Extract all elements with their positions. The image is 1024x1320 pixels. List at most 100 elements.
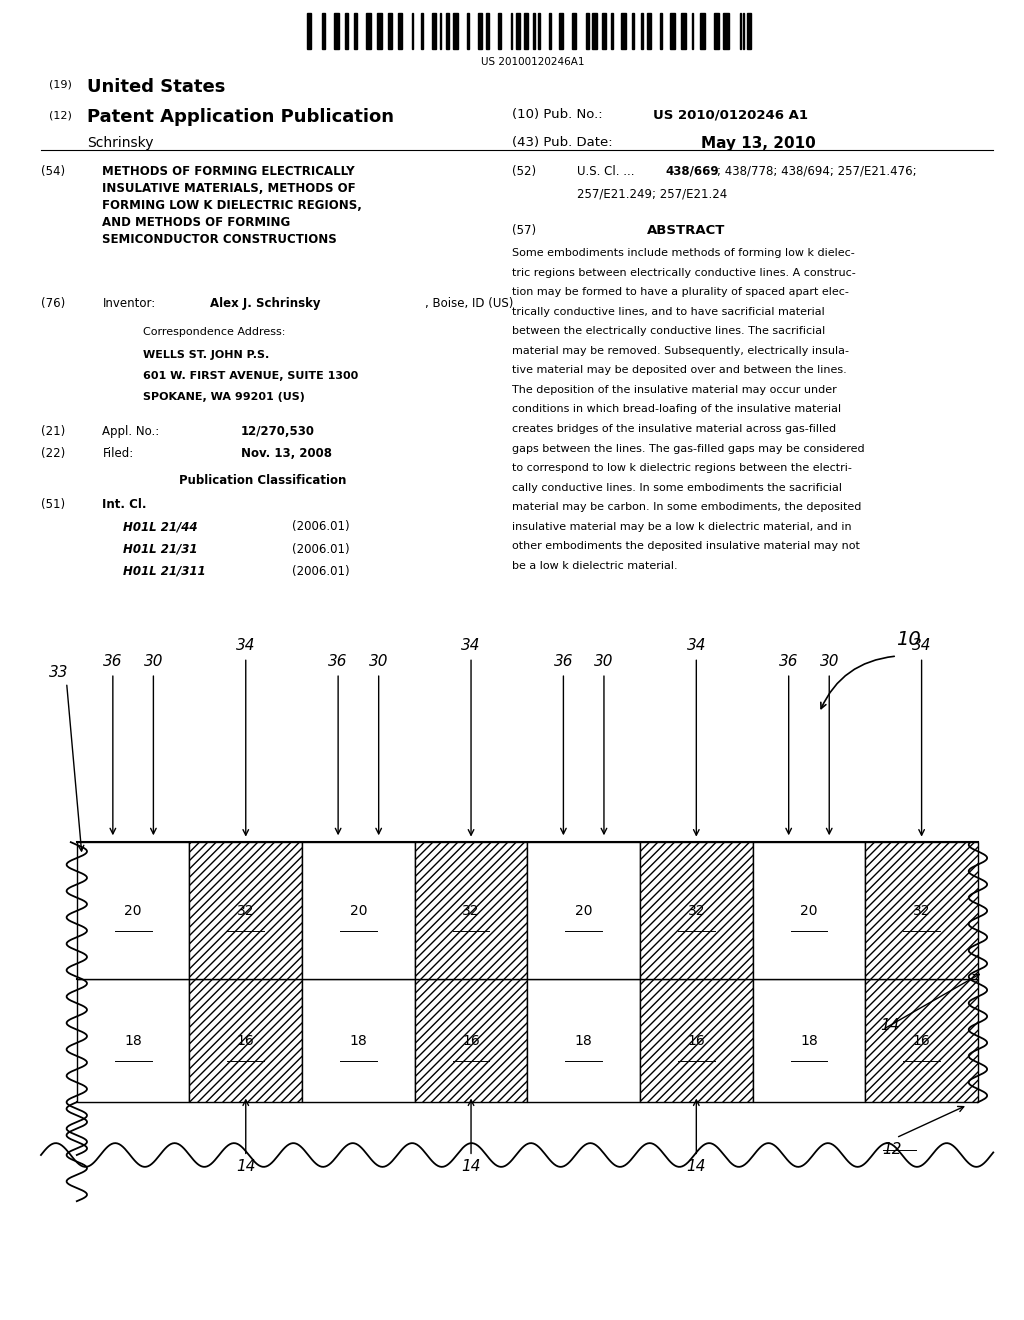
Text: 20: 20: [124, 904, 142, 917]
Text: be a low k dielectric material.: be a low k dielectric material.: [512, 561, 678, 570]
Text: 34: 34: [461, 639, 481, 653]
Bar: [681, 13, 686, 49]
Text: (19): (19): [49, 79, 72, 90]
Text: 20: 20: [349, 904, 368, 917]
Bar: [571, 13, 575, 49]
Text: 32: 32: [912, 904, 931, 917]
Text: 16: 16: [687, 1034, 706, 1048]
Text: 18: 18: [574, 1034, 593, 1048]
Bar: [377, 13, 382, 49]
Text: WELLS ST. JOHN P.S.: WELLS ST. JOHN P.S.: [143, 350, 269, 360]
Text: 36: 36: [103, 655, 123, 669]
Text: 34: 34: [686, 639, 707, 653]
Text: 14: 14: [461, 1159, 481, 1173]
Text: material may be removed. Subsequently, electrically insula-: material may be removed. Subsequently, e…: [512, 346, 849, 356]
Text: Patent Application Publication: Patent Application Publication: [87, 108, 394, 127]
Text: Int. Cl.: Int. Cl.: [102, 498, 146, 511]
Bar: [499, 13, 501, 49]
Text: 34: 34: [236, 639, 256, 653]
Bar: [354, 13, 356, 49]
Text: 18: 18: [800, 1034, 818, 1048]
Text: US 20100120246A1: US 20100120246A1: [480, 57, 585, 67]
Text: (10) Pub. No.:: (10) Pub. No.:: [512, 108, 611, 121]
Text: 30: 30: [143, 655, 163, 669]
Text: H01L 21/44: H01L 21/44: [123, 520, 198, 533]
Text: 32: 32: [462, 904, 480, 917]
Text: 257/E21.249; 257/E21.24: 257/E21.249; 257/E21.24: [577, 187, 727, 201]
Bar: [558, 13, 563, 49]
Bar: [446, 13, 450, 49]
Text: H01L 21/31: H01L 21/31: [123, 543, 198, 556]
Bar: [593, 13, 597, 49]
Bar: [511, 13, 512, 49]
Text: to correspond to low k dielectric regions between the electri-: to correspond to low k dielectric region…: [512, 463, 852, 473]
Bar: [739, 13, 740, 49]
Text: (21): (21): [41, 425, 66, 438]
Bar: [724, 13, 729, 49]
Bar: [865, 979, 978, 1102]
Bar: [621, 13, 626, 49]
Text: (51): (51): [41, 498, 66, 511]
Text: 16: 16: [912, 1034, 931, 1048]
Bar: [743, 13, 744, 49]
Bar: [640, 842, 753, 979]
Text: 30: 30: [594, 655, 613, 669]
Text: 20: 20: [574, 904, 593, 917]
Bar: [539, 13, 540, 49]
Text: The deposition of the insulative material may occur under: The deposition of the insulative materia…: [512, 385, 837, 395]
Bar: [640, 842, 753, 979]
Bar: [746, 13, 751, 49]
Bar: [641, 13, 643, 49]
Text: 14: 14: [236, 1159, 256, 1173]
Text: Publication Classification: Publication Classification: [179, 474, 346, 487]
Text: 36: 36: [554, 655, 573, 669]
Text: (2006.01): (2006.01): [292, 565, 349, 578]
Text: May 13, 2010: May 13, 2010: [701, 136, 816, 150]
Bar: [397, 13, 402, 49]
Bar: [865, 842, 978, 979]
Text: material may be carbon. In some embodiments, the deposited: material may be carbon. In some embodime…: [512, 502, 861, 512]
Bar: [865, 842, 978, 979]
Text: creates bridges of the insulative material across gas-filled: creates bridges of the insulative materi…: [512, 424, 837, 434]
Bar: [415, 979, 527, 1102]
Bar: [549, 13, 551, 49]
Bar: [415, 842, 527, 979]
Text: U.S. Cl. ...: U.S. Cl. ...: [577, 165, 641, 178]
Text: 16: 16: [462, 1034, 480, 1048]
Text: trically conductive lines, and to have sacrificial material: trically conductive lines, and to have s…: [512, 306, 824, 317]
Text: Filed:: Filed:: [102, 447, 134, 461]
Bar: [189, 842, 302, 979]
Text: conditions in which bread-loafing of the insulative material: conditions in which bread-loafing of the…: [512, 404, 841, 414]
Text: 12/270,530: 12/270,530: [241, 425, 314, 438]
Bar: [77, 979, 189, 1102]
Bar: [700, 13, 705, 49]
Text: tric regions between electrically conductive lines. A construc-: tric regions between electrically conduc…: [512, 268, 856, 277]
Text: 14: 14: [881, 1018, 900, 1034]
Text: 30: 30: [369, 655, 388, 669]
Bar: [477, 13, 482, 49]
Text: 30: 30: [819, 655, 839, 669]
Text: 33: 33: [49, 665, 69, 680]
Bar: [753, 842, 865, 979]
Text: 36: 36: [329, 655, 348, 669]
Bar: [640, 979, 753, 1102]
Bar: [345, 13, 348, 49]
Text: (76): (76): [41, 297, 66, 310]
Text: gaps between the lines. The gas-filled gaps may be considered: gaps between the lines. The gas-filled g…: [512, 444, 864, 454]
Text: 12: 12: [883, 1142, 902, 1156]
Bar: [587, 13, 589, 49]
Bar: [189, 979, 302, 1102]
Bar: [467, 13, 469, 49]
Bar: [415, 842, 527, 979]
Text: tive material may be deposited over and between the lines.: tive material may be deposited over and …: [512, 366, 847, 375]
Text: (43) Pub. Date:: (43) Pub. Date:: [512, 136, 612, 149]
Bar: [753, 979, 865, 1102]
Text: SPOKANE, WA 99201 (US): SPOKANE, WA 99201 (US): [143, 392, 305, 403]
Text: (12): (12): [49, 111, 72, 121]
Text: 16: 16: [237, 1034, 255, 1048]
Bar: [602, 13, 606, 49]
Bar: [189, 979, 302, 1102]
Text: Inventor:: Inventor:: [102, 297, 156, 310]
Text: between the electrically conductive lines. The sacrificial: between the electrically conductive line…: [512, 326, 825, 337]
Text: cally conductive lines. In some embodiments the sacrificial: cally conductive lines. In some embodime…: [512, 483, 842, 492]
